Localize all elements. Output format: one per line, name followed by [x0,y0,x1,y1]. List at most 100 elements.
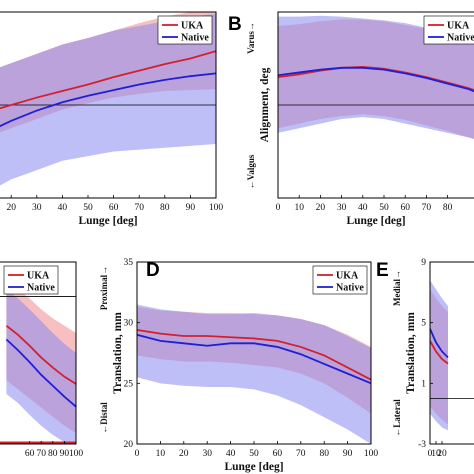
x-tick-label: 20 [316,203,326,213]
x-tick-label: 30 [202,449,212,459]
plot-area [0,280,76,444]
legend-label-uka: UKA [181,21,204,32]
legend-box [423,15,474,45]
x-tick-label: 100 [364,449,379,459]
y-tick-label: -3 [418,440,426,450]
x-tick-label: 90 [186,203,196,213]
x-tick-label: 40 [58,203,68,213]
legend-box [157,15,213,45]
x-axis-label: Lunge [deg] [78,215,137,227]
x-axis-label: Lunge [deg] [224,461,283,473]
line-native [5,338,76,408]
x-tick-label: 40 [226,449,236,459]
band-native [6,289,76,444]
axes-frame [429,261,474,445]
panel-letter-b: B [228,14,242,35]
side-label-top: Varus→ [246,22,256,54]
legend-label-uka: UKA [336,271,359,282]
legend-label-native: Native [27,283,55,294]
x-tick-label: 70 [134,203,144,213]
side-label-top: Medial→ [392,270,402,306]
x-tick-label: 50 [83,203,93,213]
line-native [430,328,449,359]
panel-b: 0 10 20 30 40 50 60 70 80 Lunge [deg] Alignment, d… [228,11,474,227]
x-tick-label: 100 [209,203,224,213]
x-tick-label: 70 [296,449,306,459]
line-native [137,333,371,385]
line-uka [430,340,449,365]
x-tick-label: 80 [48,449,58,459]
line-uka [0,50,216,110]
legend-label-native: Native [447,33,474,44]
x-tick-label: 80 [160,203,170,213]
x-tick-label: 80 [319,449,329,459]
band-native [137,304,371,444]
x-tick-label: 40 [358,203,368,213]
y-axis-label: Alignment, deg [259,67,271,142]
line-native [278,66,474,93]
x-tick-label: 0 [428,449,433,459]
x-tick-label: 0 [135,449,140,459]
line-uka [137,329,371,381]
side-label-bottom: ←Distal [99,402,109,434]
x-tick-label: 60 [400,203,410,213]
panel-a: 102030405060708090100Lunge [deg]UKANativ… [0,11,224,227]
x-tick-label: 20 [179,449,189,459]
line-uka [5,324,76,385]
y-tick-label: 9 [421,258,426,268]
legend-label-native: Native [336,283,364,294]
band-native [278,15,474,140]
y-tick-label: 5 [421,319,426,329]
x-tick-label: 0 [276,203,281,213]
x-tick-label: 60 [25,449,35,459]
side-label-bottom: ←Valgus [246,154,256,189]
x-tick-label: 10 [431,449,441,459]
plot-area [278,15,474,140]
x-tick-label: 30 [337,203,347,213]
y-tick-label: 1 [421,379,426,389]
line-native [0,72,216,128]
legend-label-uka: UKA [27,271,50,282]
x-tick-label: 60 [273,449,283,459]
y-axis-label: Translation, mm [405,312,417,394]
x-tick-label: 50 [379,203,389,213]
x-tick-label: 90 [60,449,70,459]
x-tick-label: 100 [69,449,84,459]
x-tick-label: 80 [443,203,453,213]
legend-label-native: Native [181,33,209,44]
legend-label-uka: UKA [447,21,470,32]
x-tick-label: 10 [156,449,166,459]
y-tick-label: 25 [124,379,134,389]
x-tick-label: 50 [249,449,259,459]
x-tick-label: 70 [422,203,432,213]
y-tick-label: 30 [124,319,134,329]
legend-box [312,265,368,295]
y-axis-label: Translation, mm [112,312,124,394]
x-tick-label: 70 [36,449,46,459]
panel-letter-e: E [376,260,389,281]
y-tick-label: 20 [124,440,134,450]
y-tick-label: 35 [124,258,134,268]
legend-box [3,265,59,295]
plot-area [137,304,371,444]
x-axis-label: Lunge [deg] [346,215,405,227]
plot-area [430,280,474,431]
x-tick-label: 60 [109,203,119,213]
panel-d: 0 10 20 30 40 50 60 70 80 90 100 20 25 30 35 Lunge [deg… [99,258,378,473]
axes-frame [0,261,77,445]
x-tick-label: 20 [6,203,16,213]
side-label-top: Proximal→ [99,266,109,310]
panel-letter-d: D [146,260,160,281]
band-native [0,13,216,186]
x-tick-label: 30 [32,203,42,213]
x-tick-label: 20 [437,449,447,459]
x-tick-label: 10 [294,203,304,213]
side-label-bottom: ←Lateral [392,399,402,437]
